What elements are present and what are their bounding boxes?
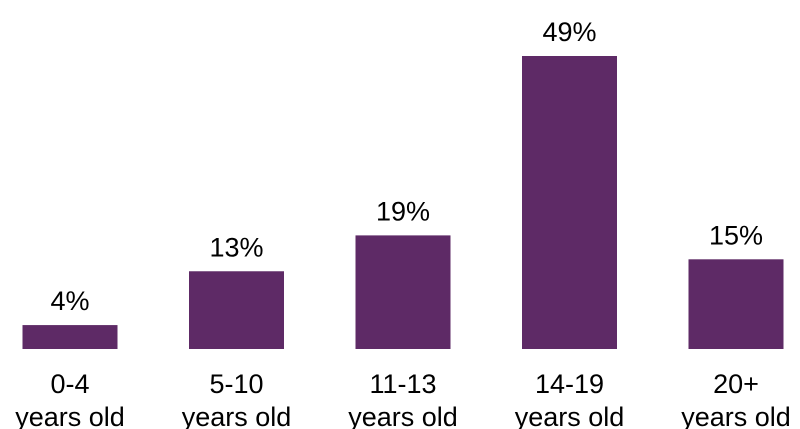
value-label-3: 49% [542,17,596,47]
bars-group [22,56,784,349]
value-labels-group: 4% 13% 19% 49% 15% [50,17,763,316]
category-label-2-line-1: years old [348,402,458,429]
value-label-0: 4% [50,286,89,316]
bar-2 [355,235,451,349]
category-label-1-line-0: 5-10 [209,369,263,399]
value-label-2: 19% [376,196,430,226]
bar-0 [22,325,118,349]
category-label-4-line-1: years old [681,402,791,429]
value-label-4: 15% [709,220,763,250]
bar-1 [189,271,284,349]
category-label-0-line-1: years old [15,402,125,429]
category-label-3-line-0: 14-19 [535,369,604,399]
category-label-2-line-0: 11-13 [369,369,436,399]
bar-4 [688,259,784,349]
value-label-1: 13% [209,232,263,262]
category-labels-group: 0-4 years old 5-10 years old 11-13 years old 1… [15,369,791,429]
category-label-0-line-0: 0-4 [50,369,89,399]
bar-3 [522,56,617,349]
category-label-1-line-1: years old [182,402,292,429]
category-label-3-line-1: years old [515,402,625,429]
category-label-4-line-0: 20+ [713,369,759,399]
